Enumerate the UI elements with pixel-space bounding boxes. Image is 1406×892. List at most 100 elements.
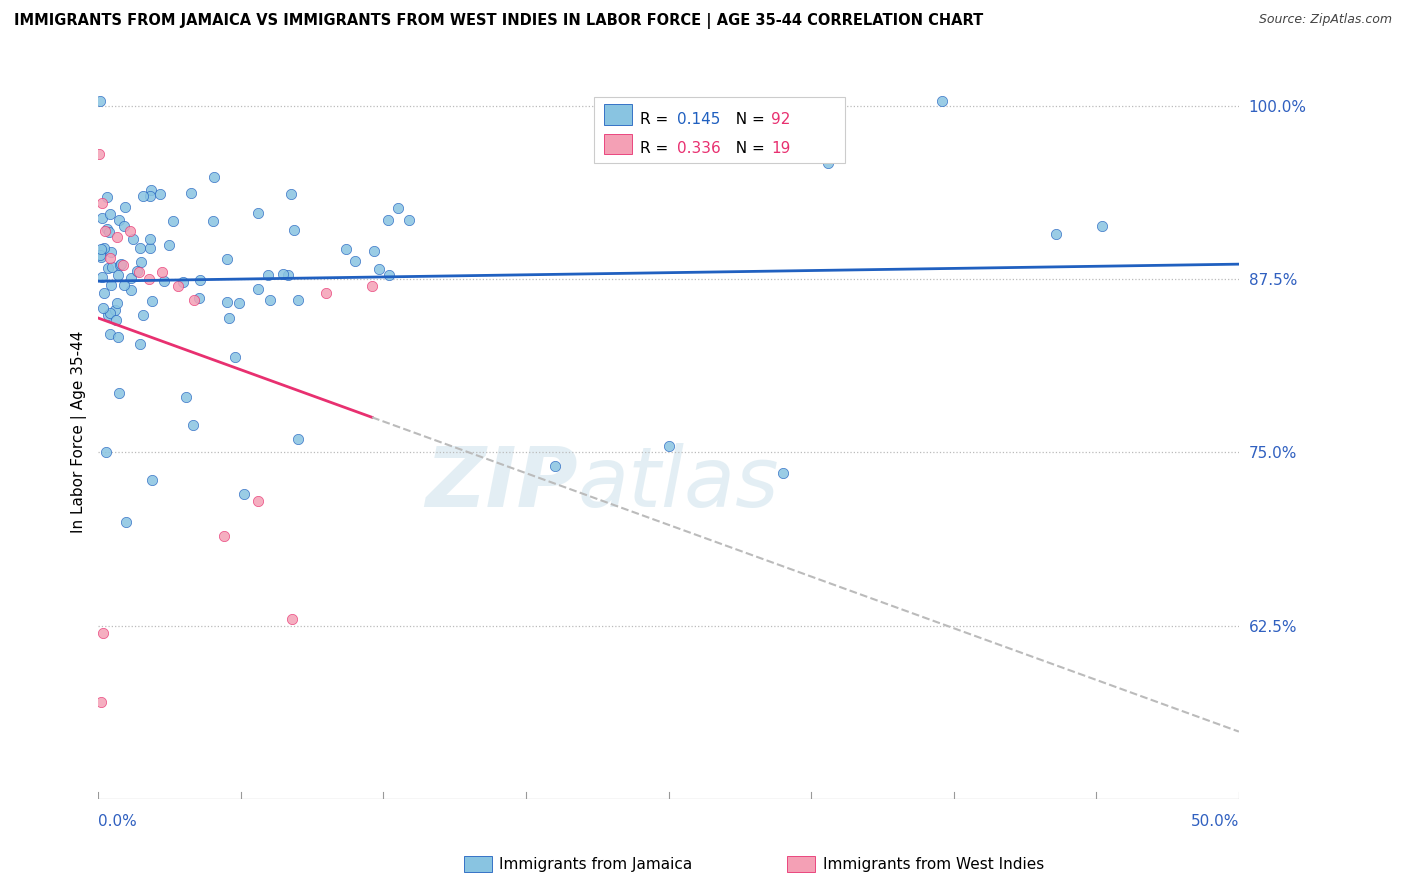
Text: ZIP: ZIP xyxy=(425,442,578,524)
Point xyxy=(202,169,225,184)
Point xyxy=(377,212,399,227)
Point xyxy=(139,241,162,255)
Point xyxy=(105,313,128,327)
Point xyxy=(97,261,120,276)
Text: atlas: atlas xyxy=(578,442,779,524)
Point xyxy=(277,268,299,282)
Point xyxy=(149,187,172,202)
Point xyxy=(543,459,565,474)
Point xyxy=(658,438,681,452)
Point xyxy=(128,241,150,255)
Point xyxy=(387,201,409,215)
Point xyxy=(172,275,194,289)
Point xyxy=(215,294,238,309)
Point xyxy=(107,268,129,282)
Point xyxy=(94,445,117,459)
Text: 50.0%: 50.0% xyxy=(1191,814,1239,829)
Point xyxy=(174,390,197,404)
Point xyxy=(246,205,269,219)
Text: N =: N = xyxy=(725,141,769,156)
Point xyxy=(931,94,953,108)
Point xyxy=(100,278,122,293)
Point xyxy=(202,214,225,228)
Y-axis label: In Labor Force | Age 35-44: In Labor Force | Age 35-44 xyxy=(72,330,87,533)
Text: 0.145: 0.145 xyxy=(676,112,720,127)
Point xyxy=(132,308,155,322)
Point xyxy=(89,147,111,161)
Point xyxy=(105,296,128,310)
Point xyxy=(343,253,366,268)
Point xyxy=(287,293,309,307)
Point xyxy=(90,211,112,225)
Point xyxy=(97,308,120,322)
Text: R =: R = xyxy=(640,112,673,127)
Point xyxy=(112,258,135,272)
Point xyxy=(90,695,112,709)
Point xyxy=(280,186,302,201)
Point xyxy=(120,223,142,237)
FancyBboxPatch shape xyxy=(603,134,633,154)
Text: Immigrants from Jamaica: Immigrants from Jamaica xyxy=(499,857,692,871)
Point xyxy=(139,232,162,246)
Point xyxy=(215,252,238,266)
Point xyxy=(110,257,132,271)
Point xyxy=(287,432,309,446)
FancyBboxPatch shape xyxy=(595,97,845,163)
Text: N =: N = xyxy=(725,112,769,127)
Point xyxy=(91,301,114,315)
Point xyxy=(98,306,121,320)
Point xyxy=(212,529,235,543)
Point xyxy=(91,270,114,285)
Point xyxy=(100,245,122,260)
Point xyxy=(98,225,121,239)
Point xyxy=(180,186,202,200)
Point xyxy=(108,213,131,227)
Point xyxy=(218,311,240,326)
Point xyxy=(98,326,121,341)
Point xyxy=(772,467,794,481)
Text: 0.336: 0.336 xyxy=(676,141,720,156)
Point xyxy=(141,473,163,487)
Point xyxy=(98,207,121,221)
Point xyxy=(98,252,121,266)
Point xyxy=(120,283,142,297)
Point xyxy=(361,279,384,293)
Point xyxy=(93,241,115,255)
Point xyxy=(817,156,839,170)
Point xyxy=(141,293,163,308)
Point xyxy=(138,272,160,286)
Point xyxy=(90,195,112,210)
Text: Immigrants from West Indies: Immigrants from West Indies xyxy=(823,857,1043,871)
Point xyxy=(150,265,173,279)
Point xyxy=(105,230,128,244)
Point xyxy=(232,487,254,501)
Point xyxy=(93,285,115,300)
Point xyxy=(114,200,136,214)
Text: 92: 92 xyxy=(772,112,790,127)
Point xyxy=(108,258,131,272)
Point xyxy=(377,268,399,282)
Point xyxy=(127,264,149,278)
Point xyxy=(90,242,112,256)
Point xyxy=(283,222,305,236)
Point xyxy=(91,625,114,640)
Text: R =: R = xyxy=(640,141,673,156)
Text: 0.0%: 0.0% xyxy=(98,814,138,829)
Point xyxy=(122,232,145,246)
Point xyxy=(132,189,155,203)
Text: 19: 19 xyxy=(772,141,790,156)
FancyBboxPatch shape xyxy=(603,104,633,125)
Point xyxy=(157,238,180,252)
Point xyxy=(281,612,304,626)
Point xyxy=(112,219,135,234)
Point xyxy=(247,282,270,296)
Point xyxy=(104,303,127,318)
Text: IMMIGRANTS FROM JAMAICA VS IMMIGRANTS FROM WEST INDIES IN LABOR FORCE | AGE 35-4: IMMIGRANTS FROM JAMAICA VS IMMIGRANTS FR… xyxy=(14,13,983,29)
Point xyxy=(188,291,211,305)
Point xyxy=(224,350,246,364)
Point xyxy=(101,260,124,275)
Point xyxy=(138,189,160,203)
Point xyxy=(335,243,357,257)
Point xyxy=(367,262,389,277)
Point xyxy=(129,255,152,269)
